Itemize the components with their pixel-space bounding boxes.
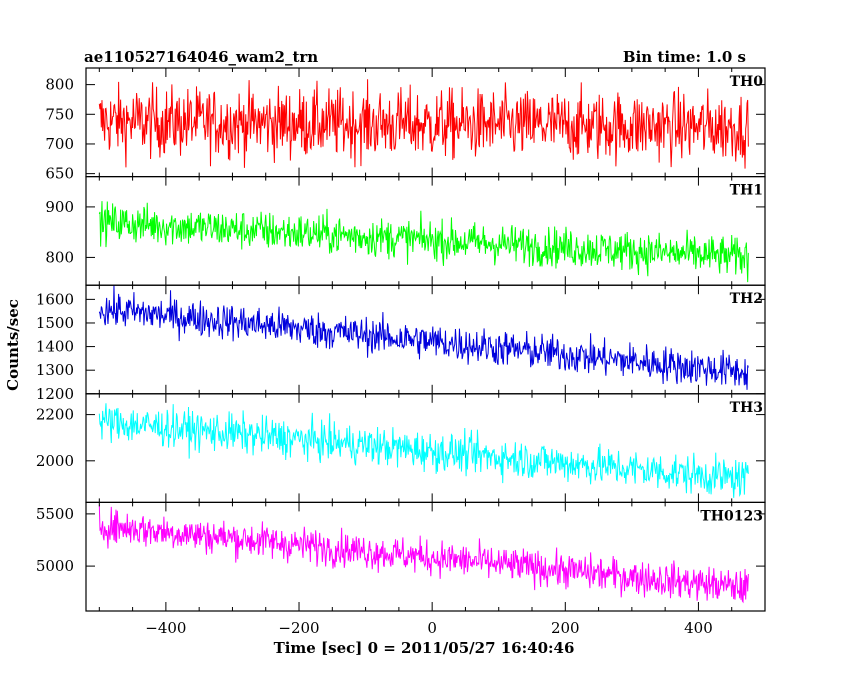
y-tick-label: 700 [45, 135, 74, 153]
series-line-th0123 [98, 505, 749, 604]
x-axis-label: Time [sec] 0 = 2011/05/27 16:40:46 [274, 639, 575, 657]
y-axis-label: Counts/sec [4, 299, 22, 391]
x-tick-label: 0 [427, 619, 437, 637]
panels: 650 700 750 800 TH0 800 900 TH1 1200 1300 1400 1500… [36, 67, 766, 612]
panel-label: TH0123 [700, 508, 763, 524]
x-tick-label: 400 [684, 619, 713, 637]
panel-th1: 800 900 TH1 [45, 176, 766, 286]
series-line-th1 [98, 201, 749, 283]
y-tick-label: 1600 [36, 290, 74, 308]
x-axis: −400 −200 0 200 400 [145, 619, 712, 637]
y-tick-label: 900 [45, 198, 74, 216]
chart-title: ae110527164046_wam2_trn [84, 48, 318, 66]
y-tick-label: 800 [45, 248, 74, 266]
panel-th0: 650 700 750 800 TH0 [45, 67, 766, 183]
panel-frame [85, 393, 766, 503]
y-tick-label: 1300 [36, 361, 74, 379]
y-tick-label: 2200 [36, 406, 74, 424]
panel-frame [85, 501, 766, 612]
y-tick-label: 1400 [36, 338, 74, 356]
y-tick-label: 750 [45, 105, 74, 123]
series-line-th3 [98, 403, 749, 498]
panel-label: TH1 [730, 183, 763, 199]
x-tick-label: 200 [551, 619, 580, 637]
y-tick-label: 5500 [36, 505, 74, 523]
panel-th0123: 5000 5500 TH0123 [36, 501, 766, 612]
y-tick-label: 1200 [36, 385, 74, 403]
y-tick-label: 2000 [36, 452, 74, 470]
series-line-th0 [98, 79, 749, 169]
x-tick-label: −200 [278, 619, 319, 637]
panel-label: TH3 [730, 400, 763, 416]
y-tick-label: 5000 [36, 557, 74, 575]
x-tick-label: −400 [145, 619, 186, 637]
bin-time-label: Bin time: 1.0 s [623, 48, 746, 66]
y-tick-label: 650 [45, 165, 74, 183]
panel-label: TH2 [730, 291, 763, 307]
y-tick-label: 800 [45, 76, 74, 94]
panel-th3: 2000 2200 TH3 [36, 393, 766, 503]
series-line-th2 [98, 285, 749, 390]
panel-label: TH0 [730, 74, 764, 90]
panel-th2: 1200 1300 1400 1500 1600 TH2 [36, 284, 766, 403]
y-tick-label: 1500 [36, 314, 74, 332]
